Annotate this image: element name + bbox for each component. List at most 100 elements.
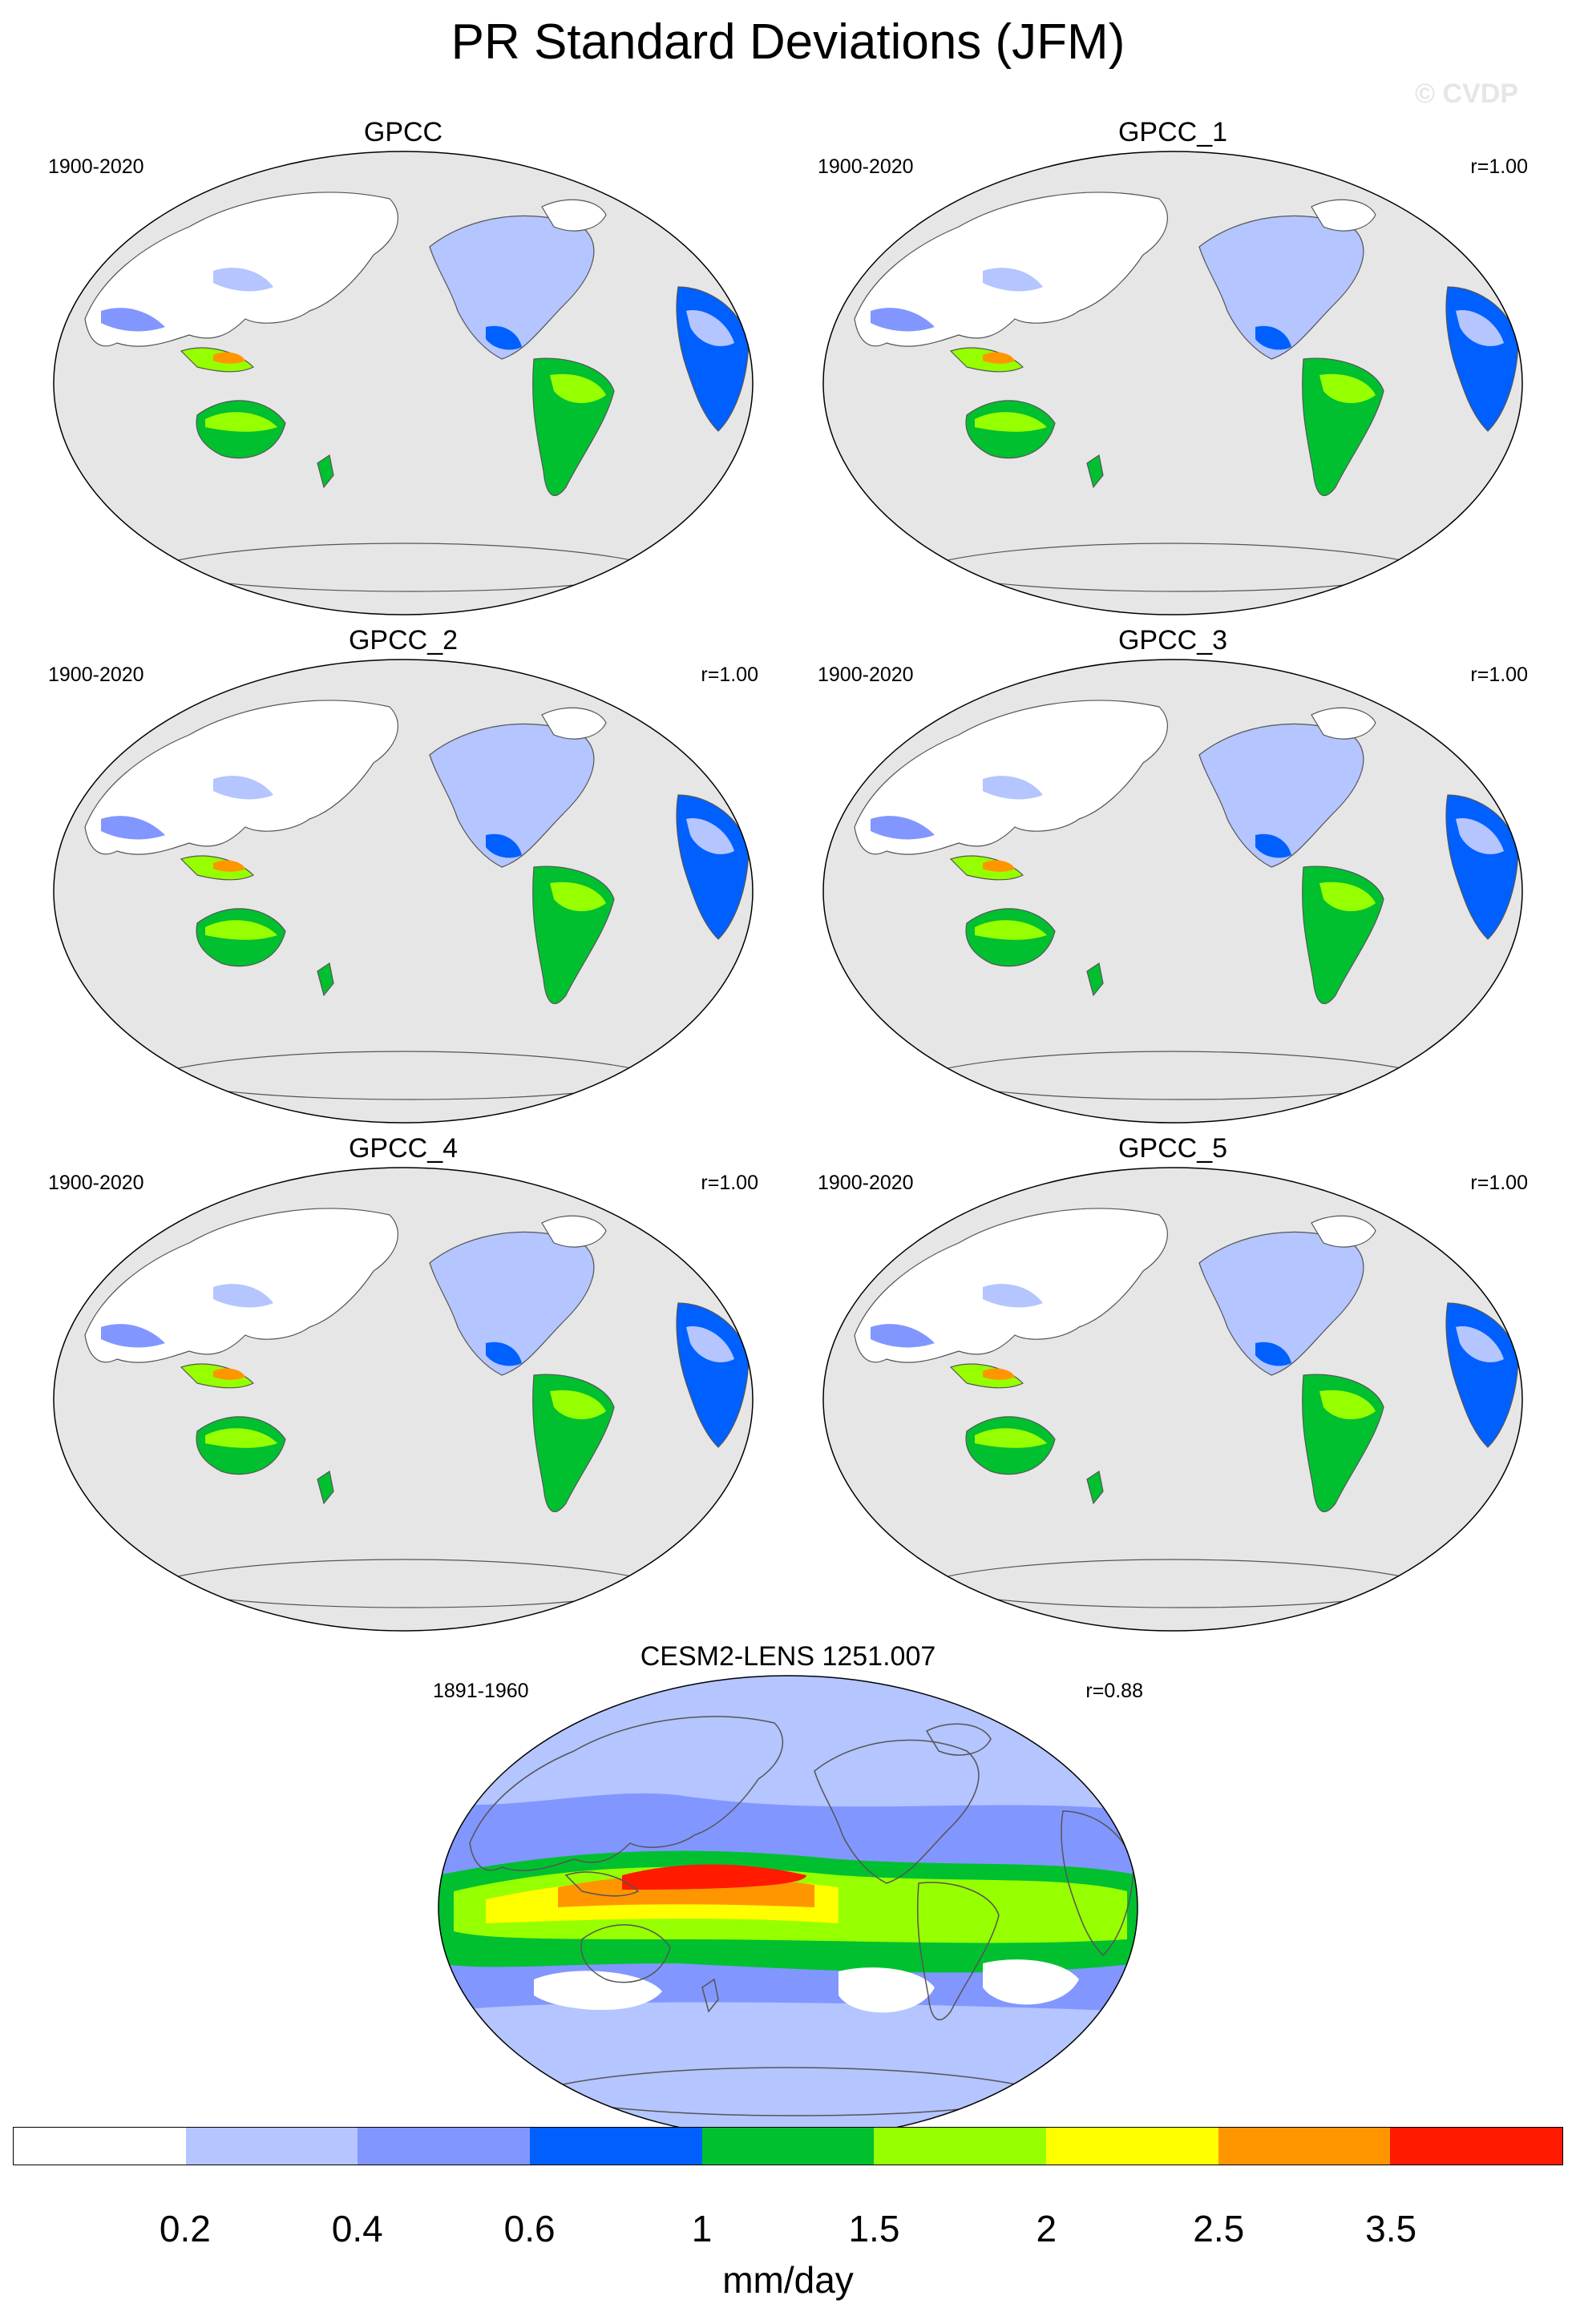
cvdp-watermark: © CVDP <box>1415 79 1518 109</box>
land-greenland <box>541 199 607 232</box>
colorbar-tick-label: 0.4 <box>331 2208 383 2249</box>
world-map <box>822 151 1523 615</box>
precip-std-region <box>1255 833 1291 858</box>
precip-std-region <box>839 1967 935 2013</box>
land-nz <box>1086 454 1104 489</box>
map-panel-gpcc-3: GPCC_3 1900-2020 r=1.00 <box>800 627 1546 1132</box>
precip-std-region <box>213 1368 245 1380</box>
precip-std-region <box>686 310 734 346</box>
land-greenland <box>1311 199 1376 232</box>
land-nz <box>317 962 334 997</box>
world-map <box>53 151 754 615</box>
land-nz <box>317 1471 334 1505</box>
land-nz <box>1086 1471 1104 1505</box>
precip-std-region <box>486 833 522 858</box>
panel-title: GPCC <box>363 117 443 147</box>
map-outline <box>822 151 1523 615</box>
precip-std-region <box>1255 325 1291 350</box>
precip-std-region <box>213 776 273 800</box>
ocean-area <box>54 660 753 1123</box>
precip-std-region <box>213 1284 273 1308</box>
world-map <box>822 659 1523 1124</box>
precip-std-region <box>983 776 1043 800</box>
precip-std-region <box>550 1390 606 1420</box>
coastline-africa <box>1061 1810 1134 1957</box>
panel-period: 1900-2020 <box>818 155 914 178</box>
precip-std-region <box>1456 310 1504 346</box>
colorbar-tick-label: 1 <box>691 2208 713 2249</box>
map-panel-gpcc-5: GPCC_5 1900-2020 r=1.00 <box>800 1135 1546 1640</box>
panel-title: CESM2-LENS 1251.007 <box>640 1641 936 1672</box>
coastline-namerica <box>814 1739 980 1884</box>
precip-std-region <box>975 1428 1047 1448</box>
map-panel-cesm2-lens: CESM2-LENS 1251.007 1891-1960 r=0.88 <box>415 1643 1161 2148</box>
ocean-area <box>823 660 1522 1123</box>
precip-std-region <box>438 1676 1138 1811</box>
precip-std-region <box>1319 373 1376 404</box>
map-outline <box>822 659 1523 1124</box>
map-outline <box>53 659 754 1124</box>
precip-std-region <box>486 325 522 350</box>
ocean-area <box>823 1168 1522 1631</box>
land-nz <box>317 454 334 489</box>
precip-std-region <box>871 308 935 332</box>
map-panel-gpcc: GPCC 1900-2020 <box>30 119 776 623</box>
precip-std-region <box>213 268 273 292</box>
colorbar-swatch <box>14 2128 186 2165</box>
land-namerica <box>1198 723 1364 868</box>
colorbar-tick-label: 0.6 <box>503 2208 556 2249</box>
colorbar-swatch <box>185 2128 358 2165</box>
panel-title: GPCC_5 <box>1117 1133 1228 1164</box>
precip-std-region <box>101 308 165 332</box>
precip-std-region <box>550 373 606 404</box>
world-map <box>822 1167 1523 1632</box>
precip-std-region <box>101 1324 165 1348</box>
precip-std-region <box>871 1324 935 1348</box>
figure-title: PR Standard Deviations (JFM) <box>451 14 1125 70</box>
land-namerica <box>1198 215 1364 360</box>
coastline-nz <box>701 1978 719 2013</box>
colorbar-swatch <box>1218 2128 1391 2165</box>
coastline-samerica <box>916 1882 1000 2021</box>
colorbar-swatch <box>1046 2128 1218 2165</box>
world-map <box>53 1167 754 1632</box>
panel-title: GPCC_4 <box>348 1133 459 1164</box>
map-panel-gpcc-2: GPCC_2 1900-2020 r=1.00 <box>30 627 776 1132</box>
precip-std-region <box>983 352 1015 364</box>
colorbar-tick-label: 2 <box>1036 2208 1057 2249</box>
panel-correlation: r=1.00 <box>701 1172 758 1194</box>
precip-std-region <box>983 1368 1015 1380</box>
panel-period: 1900-2020 <box>818 1172 914 1194</box>
map-panel-gpcc-4: GPCC_4 1900-2020 r=1.00 <box>30 1135 776 1640</box>
colorbar-swatch <box>701 2128 875 2165</box>
colorbar <box>13 2127 1563 2165</box>
land-greenland <box>1311 1215 1376 1248</box>
panel-title: GPCC_3 <box>1117 625 1228 656</box>
precip-std-region <box>1319 1390 1376 1420</box>
panel-correlation: r=1.00 <box>1470 155 1528 178</box>
colorbar-swatch <box>358 2128 531 2165</box>
panel-period: 1900-2020 <box>48 155 144 178</box>
ocean-area <box>54 1168 753 1631</box>
map-outline <box>53 1167 754 1632</box>
world-map <box>53 659 754 1124</box>
precip-std-region <box>622 1864 806 1890</box>
precip-std-region <box>975 412 1047 432</box>
land-namerica <box>429 215 595 360</box>
precip-std-region <box>205 920 277 940</box>
ocean-area <box>823 151 1522 615</box>
panel-correlation: r=0.88 <box>1085 1680 1143 1702</box>
coastline-seasia <box>564 1871 640 1897</box>
panel-correlation: r=1.00 <box>1470 1172 1528 1194</box>
colorbar-swatch <box>874 2128 1047 2165</box>
precip-std-region <box>686 1326 734 1362</box>
land-namerica <box>429 723 595 868</box>
colorbar-swatch <box>1390 2128 1563 2165</box>
land-namerica <box>1198 1231 1364 1376</box>
land-namerica <box>429 1231 595 1376</box>
map-outline <box>822 1167 1523 1632</box>
panel-correlation: r=1.00 <box>1470 664 1528 686</box>
precip-std-region <box>983 1284 1043 1308</box>
precip-std-region <box>550 882 606 912</box>
precip-std-region <box>101 816 165 840</box>
